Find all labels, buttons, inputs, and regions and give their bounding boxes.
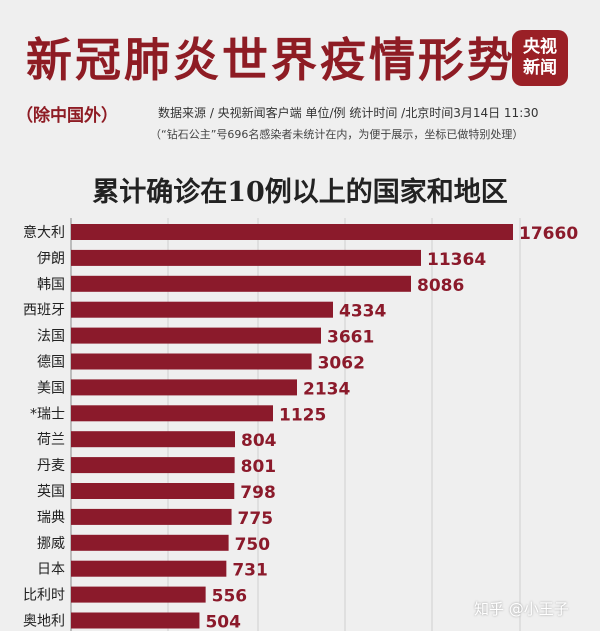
subtitle: （除中国外） xyxy=(16,106,118,126)
value-label: 17660 xyxy=(519,224,578,244)
category-label: 西班牙 xyxy=(23,303,65,319)
page-title: 新冠肺炎世界疫情形势 xyxy=(26,33,516,87)
logo-text-line2: 新闻 xyxy=(523,58,557,78)
category-label: 意大利 xyxy=(23,224,65,241)
bar xyxy=(71,612,200,629)
bar xyxy=(71,534,229,551)
value-label: 4334 xyxy=(339,302,386,322)
bar xyxy=(71,327,321,344)
category-label: 美国 xyxy=(37,380,65,396)
value-label: 11364 xyxy=(427,250,486,270)
bar xyxy=(71,483,235,499)
bar xyxy=(71,224,513,240)
category-label: 英国 xyxy=(37,483,65,500)
cctv-news-logo: 央视 新闻 xyxy=(512,30,568,86)
bar xyxy=(71,275,411,292)
bar xyxy=(71,586,206,603)
category-label: 荷兰 xyxy=(37,432,65,448)
bar xyxy=(71,301,333,318)
bar xyxy=(71,353,312,370)
value-label: 731 xyxy=(232,561,268,581)
logo-text-line1: 央视 xyxy=(523,37,557,57)
bar xyxy=(71,405,273,422)
bar xyxy=(71,249,421,266)
category-label: 伊朗 xyxy=(37,251,65,267)
bar xyxy=(71,508,232,525)
value-label: 798 xyxy=(240,483,276,503)
value-label: 775 xyxy=(238,509,274,529)
category-label: 挪威 xyxy=(37,536,65,552)
watermark: 知乎 @小王子 xyxy=(474,600,569,618)
value-label: 1125 xyxy=(279,405,326,425)
category-label: 丹麦 xyxy=(37,458,65,474)
category-label: 比利时 xyxy=(23,588,65,604)
value-label: 3661 xyxy=(327,328,374,348)
category-label: *瑞士 xyxy=(30,406,65,422)
category-label: 德国 xyxy=(37,355,65,371)
value-label: 3062 xyxy=(318,354,365,374)
footnote: （“钻石公主”号696名感染者未统计在内，为便于展示，坐标已做特别处理） xyxy=(150,128,524,141)
value-label: 801 xyxy=(241,457,277,477)
category-label: 日本 xyxy=(37,562,65,578)
value-label: 556 xyxy=(212,587,248,607)
category-label: 法国 xyxy=(37,329,65,345)
bar xyxy=(71,560,227,577)
chart-title: 累计确诊在10例以上的国家和地区 xyxy=(92,177,508,208)
value-label: 750 xyxy=(235,535,271,555)
bar xyxy=(71,431,235,448)
bar-chart: 意大利 17660 伊朗 11364 韩国 8086 西班牙 4334 法国 3661 德国 3062… xyxy=(23,218,578,631)
value-label: 2134 xyxy=(303,379,350,399)
value-label: 504 xyxy=(205,613,241,631)
data-source: 数据来源 / 央视新闻客户端 单位/例 统计时间 /北京时间3月14日 11:3… xyxy=(158,106,539,120)
value-label: 8086 xyxy=(417,276,464,296)
category-label: 瑞典 xyxy=(37,510,65,526)
category-label: 韩国 xyxy=(37,277,65,293)
value-label: 804 xyxy=(241,431,277,451)
bar xyxy=(71,457,235,474)
category-label: 奥地利 xyxy=(23,613,65,630)
bar xyxy=(71,379,297,396)
